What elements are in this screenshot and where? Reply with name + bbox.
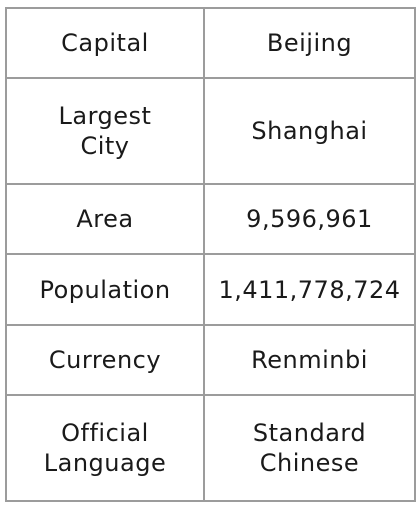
row-value: Shanghai xyxy=(203,77,416,186)
row-value: Beijing xyxy=(203,6,416,80)
row-label: Largest City xyxy=(5,77,205,186)
table-row: Capital Beijing xyxy=(5,6,416,80)
row-label: Population xyxy=(5,253,205,326)
row-label: Capital xyxy=(5,6,205,80)
table-row: Largest City Shanghai xyxy=(5,77,416,186)
table-row: Official Language Standard Chinese xyxy=(5,393,416,503)
table-row: Currency Renminbi xyxy=(5,323,416,396)
row-value: Standard Chinese xyxy=(203,393,416,503)
row-label: Currency xyxy=(5,323,205,396)
row-value: 9,596,961 xyxy=(203,183,416,256)
table-row: Population 1,411,778,724 xyxy=(5,253,416,326)
table-row: Area 9,596,961 xyxy=(5,183,416,256)
row-label: Official Language xyxy=(5,393,205,503)
country-facts-table: Capital Beijing Largest City Shanghai Ar… xyxy=(5,6,416,503)
row-value: 1,411,778,724 xyxy=(203,253,416,326)
row-label: Area xyxy=(5,183,205,256)
row-value: Renminbi xyxy=(203,323,416,396)
